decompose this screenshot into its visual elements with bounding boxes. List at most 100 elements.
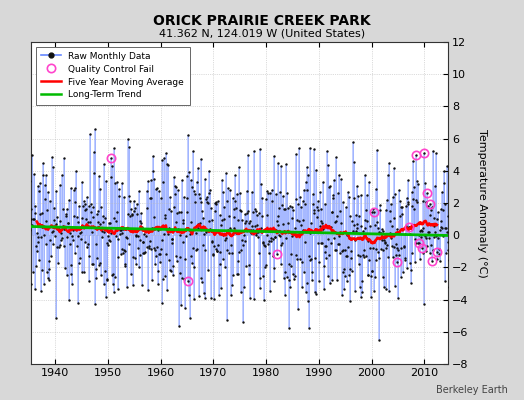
Point [189,148,197,154]
Point [120,193,128,200]
Point [135,188,143,194]
Point [19,184,28,191]
Point [228,250,236,256]
Point [195,195,204,201]
Point [236,208,245,214]
Point [196,198,205,205]
Point [77,236,85,242]
Point [418,228,427,234]
Point [344,244,353,250]
Point [323,236,332,242]
Point [173,209,181,216]
Point [410,184,418,190]
Point [23,187,31,193]
Point [382,206,390,213]
Point [387,200,395,207]
Point [75,255,84,262]
Point [396,212,405,219]
Point [262,262,270,268]
Point [134,245,142,252]
Point [181,232,190,239]
Point [231,198,239,204]
Point [261,264,269,270]
Point [417,227,425,234]
Point [359,254,368,260]
Point [66,230,74,236]
Point [65,196,73,203]
Point [360,247,368,254]
Point [244,262,253,268]
Point [158,157,166,163]
Point [172,218,181,225]
Point [226,292,235,298]
Point [342,253,351,260]
Point [187,176,195,183]
Point [101,214,110,221]
Point [393,245,401,251]
Point [300,187,309,194]
Point [366,222,374,229]
Point [342,204,350,210]
Point [372,246,380,253]
Point [377,246,385,252]
Point [407,267,416,274]
Point [379,228,387,234]
Point [221,237,229,244]
Point [108,163,116,170]
Point [166,267,174,274]
Point [391,282,399,289]
Point [337,176,345,182]
Point [155,251,163,257]
Point [271,191,280,197]
Point [222,247,231,254]
Point [437,206,445,212]
Point [86,201,95,207]
Point [311,288,320,295]
Point [435,258,444,264]
Point [361,217,369,223]
Point [48,164,57,170]
Point [346,298,354,304]
Point [308,269,316,275]
Point [216,249,225,255]
Point [396,244,405,251]
Point [399,269,407,276]
Point [313,204,321,210]
Point [439,233,447,239]
Point [416,228,424,234]
Point [242,263,250,269]
Point [20,63,29,70]
Point [28,222,37,228]
Point [271,234,279,240]
Point [61,211,70,218]
Point [362,253,370,260]
Point [298,284,306,290]
Point [230,214,238,220]
Point [272,251,281,258]
Point [47,253,55,259]
Point [429,215,438,221]
Point [126,212,135,219]
Point [94,218,102,225]
Point [331,219,339,225]
Point [395,186,403,193]
Point [285,261,293,268]
Point [417,234,425,240]
Point [354,192,363,199]
Point [270,278,279,284]
Point [75,203,83,209]
Point [203,198,211,205]
Point [325,252,334,258]
Point [328,208,336,215]
Point [72,168,80,174]
Point [335,241,343,248]
Point [430,222,438,229]
Point [287,251,295,257]
Point [223,198,232,204]
Point [25,219,33,225]
Point [91,126,100,132]
Point [26,281,35,288]
Point [341,273,349,280]
Point [32,242,40,249]
Point [169,272,178,278]
